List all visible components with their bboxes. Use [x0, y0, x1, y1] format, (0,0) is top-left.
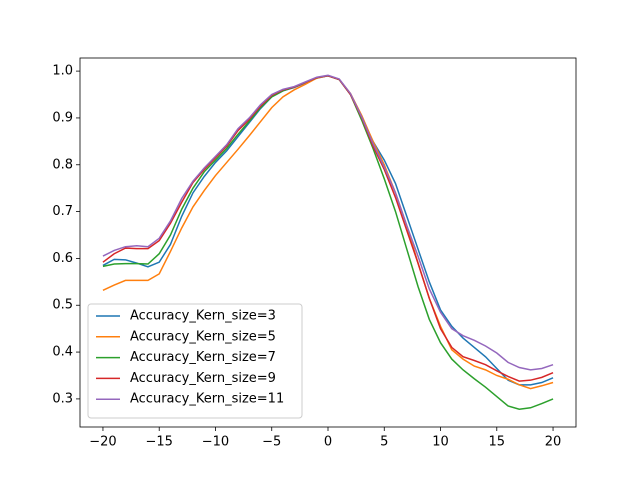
y-tick-label: 0.9 [52, 110, 73, 125]
y-tick-label: 0.5 [52, 298, 73, 313]
legend-label: Accuracy_Kern_size=3 [130, 309, 276, 324]
x-tick-label: 0 [324, 435, 332, 450]
x-tick-label: 20 [545, 435, 562, 450]
plot-frame [79, 57, 577, 428]
y-tick-label: 0.4 [52, 345, 73, 360]
x-tick-label: 15 [489, 435, 506, 450]
x-tick-label: −5 [262, 435, 281, 450]
y-tick-label: 0.3 [52, 391, 73, 406]
legend-label: Accuracy_Kern_size=7 [130, 350, 276, 365]
data-line [102, 74, 554, 371]
legend-label: Accuracy_Kern_size=9 [130, 371, 276, 386]
legend-label: Accuracy_Kern_size=5 [130, 329, 276, 344]
x-tick-label: −20 [89, 435, 116, 450]
legend-box [87, 303, 303, 419]
y-tick-label: 1.0 [52, 64, 73, 79]
x-tick-label: 5 [380, 435, 388, 450]
x-tick-label: −15 [145, 435, 172, 450]
legend-label: Accuracy_Kern_size=11 [130, 392, 284, 407]
x-tick-label: 10 [432, 435, 449, 450]
y-tick-label: 0.6 [52, 251, 73, 266]
x-tick-label: −10 [202, 435, 229, 450]
legend: Accuracy_Kern_size=3 Accuracy_Kern_size=5… [87, 303, 303, 419]
y-tick-label: 0.7 [52, 204, 73, 219]
y-tick-label: 0.8 [52, 157, 73, 172]
